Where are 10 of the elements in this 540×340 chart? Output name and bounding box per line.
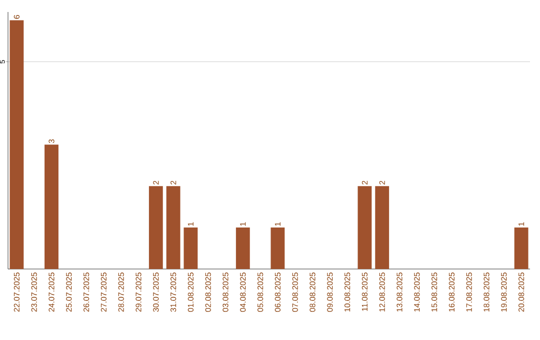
bar xyxy=(184,228,198,269)
bar xyxy=(270,228,285,269)
bar xyxy=(358,186,372,269)
bar xyxy=(514,228,528,269)
bar xyxy=(10,20,24,269)
bar xyxy=(166,186,180,269)
bar xyxy=(375,186,390,269)
bar xyxy=(236,228,250,269)
bar xyxy=(148,186,163,269)
bar xyxy=(44,144,58,269)
